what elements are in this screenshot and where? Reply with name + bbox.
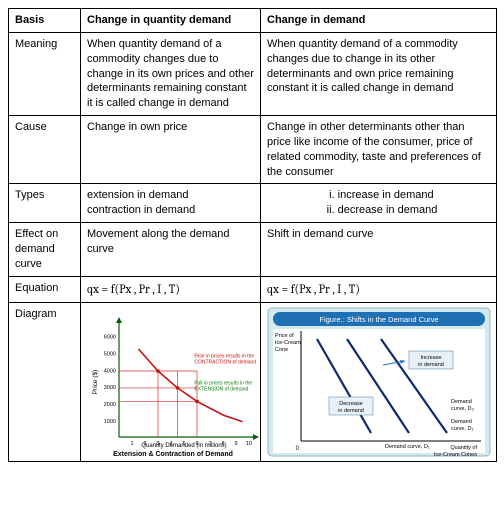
cell-types-b: increase in demand decrease in demand [261,184,497,223]
svg-text:1: 1 [130,441,133,447]
row-effect: Effect on demand curve Movement along th… [9,223,497,277]
row-label-cause: Cause [9,116,81,184]
svg-text:2000: 2000 [104,402,116,408]
row-label-meaning: Meaning [9,32,81,115]
svg-text:Cone: Cone [275,347,288,353]
svg-text:curve, D₃: curve, D₃ [451,406,474,412]
row-types: Types extension in demand contraction in… [9,184,497,223]
extension-contraction-chart: 10002000300040005000600012345678910Rise … [87,307,254,457]
svg-text:10: 10 [246,441,252,447]
cell-effect-b: Shift in demand curve [261,223,497,277]
row-label-effect: Effect on demand curve [9,223,81,277]
cell-diagram-right: Figure.: Shifts in the Demand Curve0Pric… [261,302,497,461]
svg-text:Ice-Cream: Ice-Cream [275,340,301,346]
cell-types-a: extension in demand contraction in deman… [81,184,261,223]
svg-text:CONTRACTION of demand: CONTRACTION of demand [194,359,256,365]
svg-text:4000: 4000 [104,368,116,374]
svg-text:Quantity of: Quantity of [450,445,477,451]
row-equation: Equation qx = f(Px , Pr , I , T) qx = f(… [9,276,497,302]
row-cause: Cause Change in own price Change in othe… [9,116,497,184]
row-label-types: Types [9,184,81,223]
header-change-qty: Change in quantity demand [81,9,261,33]
svg-text:Demand: Demand [451,419,472,425]
svg-text:1000: 1000 [104,419,116,425]
svg-text:6000: 6000 [104,334,116,340]
svg-text:Ice-Cream Cones: Ice-Cream Cones [434,452,477,457]
header-basis: Basis [9,9,81,33]
svg-text:Decrease: Decrease [339,401,363,407]
svg-text:Increase: Increase [420,355,441,361]
cell-meaning-b: When quantity demand of a commodity chan… [261,32,497,115]
table-header-row: Basis Change in quantity demand Change i… [9,9,497,33]
cell-diagram-left: 10002000300040005000600012345678910Rise … [81,302,261,461]
svg-text:Demand: Demand [451,399,472,405]
cell-effect-a: Movement along the demand curve [81,223,261,277]
svg-text:in demand: in demand [418,362,444,368]
row-label-equation: Equation [9,276,81,302]
row-diagram: Diagram 10002000300040005000600012345678… [9,302,497,461]
shift-demand-chart: Figure.: Shifts in the Demand Curve0Pric… [267,307,490,457]
types-b-item-2: decrease in demand [338,203,438,218]
svg-text:5000: 5000 [104,351,116,357]
cell-meaning-a: When quantity demand of a commodity chan… [81,32,261,115]
cell-equation-a: qx = f(Px , Pr , I , T) [81,276,261,302]
svg-text:Demand curve, D₁: Demand curve, D₁ [385,444,430,450]
cell-cause-a: Change in own price [81,116,261,184]
row-label-diagram: Diagram [9,302,81,461]
svg-text:Quantity Demanded (in millions: Quantity Demanded (in millions) [141,443,226,449]
types-b-item-1: increase in demand [338,188,438,203]
svg-text:3000: 3000 [104,385,116,391]
svg-text:Figure.: Shifts in the Demand: Figure.: Shifts in the Demand Curve [319,315,438,324]
header-change-demand: Change in demand [261,9,497,33]
row-meaning: Meaning When quantity demand of a commod… [9,32,497,115]
svg-text:Price ($): Price ($) [92,369,99,394]
svg-text:EXTENSION of demand: EXTENSION of demand [194,386,248,392]
svg-text:in demand: in demand [338,408,364,414]
comparison-table: Basis Change in quantity demand Change i… [8,8,497,462]
svg-text:9: 9 [234,441,237,447]
svg-text:Extension & Contraction of Dem: Extension & Contraction of Demand [113,451,233,457]
cell-cause-b: Change in other determinants other than … [261,116,497,184]
svg-text:curve, D₂: curve, D₂ [451,426,474,432]
svg-text:Price of: Price of [275,333,294,339]
cell-equation-b: qx = f(Px , Pr , I , T) [261,276,497,302]
